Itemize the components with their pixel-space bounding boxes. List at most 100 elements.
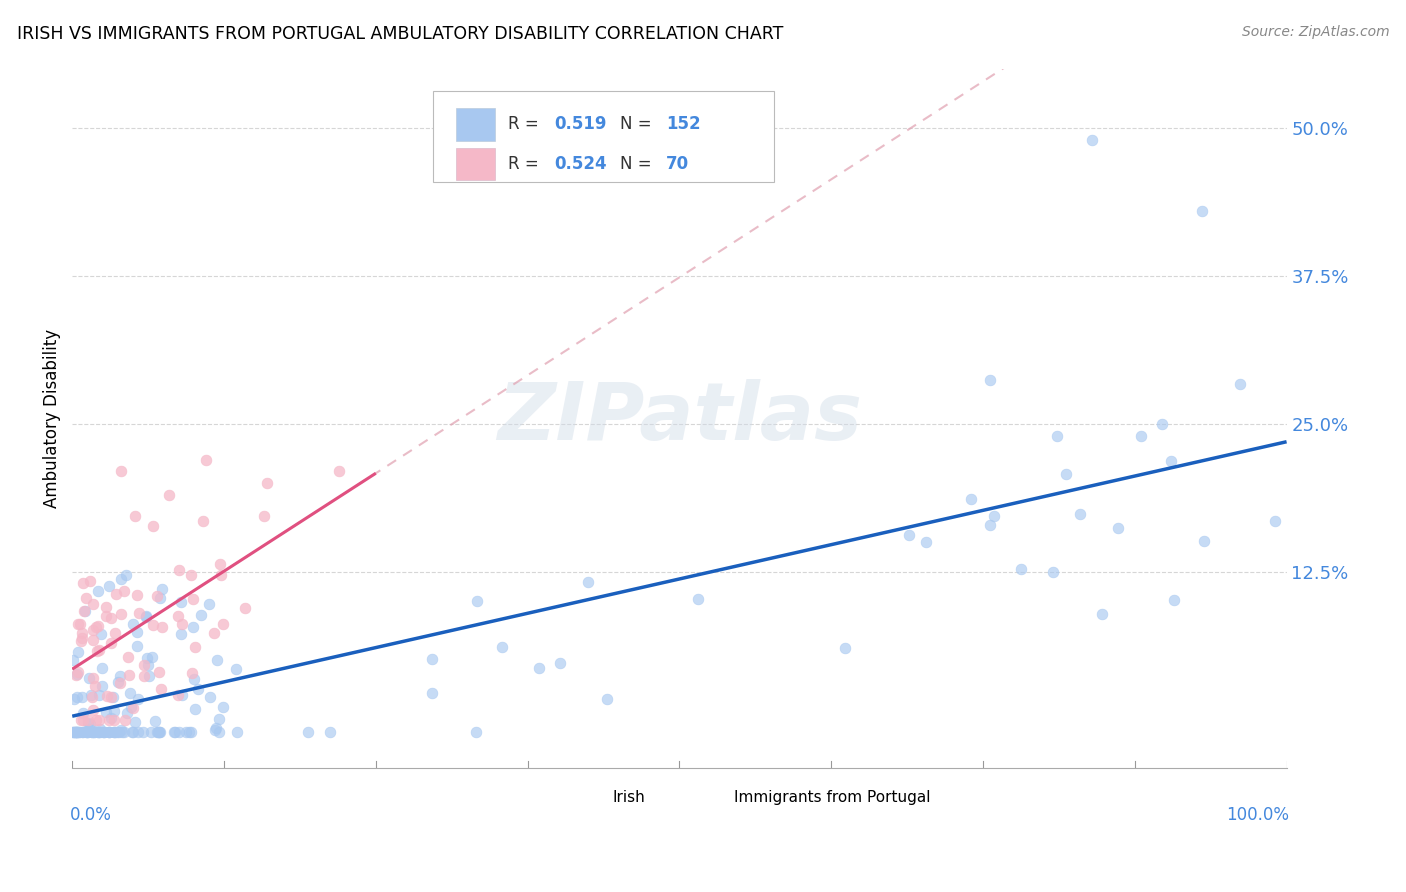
FancyBboxPatch shape: [575, 787, 606, 810]
Point: [75, 591, 97, 605]
Point: [75, 604, 97, 618]
Point: [143, 714, 166, 728]
Point: [77, 671, 100, 685]
Point: [82, 623, 104, 637]
Point: [96, 609, 118, 624]
Point: [180, 567, 202, 582]
Point: [87, 619, 110, 633]
Point: [1129, 428, 1152, 442]
Point: [181, 665, 204, 680]
Point: [208, 712, 231, 726]
Point: [107, 674, 129, 689]
Text: 0.519: 0.519: [554, 115, 607, 134]
Point: [72, 576, 94, 591]
Point: [204, 723, 226, 737]
Text: 70: 70: [666, 155, 689, 173]
Point: [914, 535, 936, 549]
Point: [72, 626, 94, 640]
Point: [103, 690, 125, 705]
Point: [127, 691, 149, 706]
Point: [1081, 133, 1104, 147]
Point: [77, 715, 100, 730]
Point: [72, 706, 94, 720]
Point: [80, 690, 103, 704]
Point: [1229, 376, 1251, 391]
Point: [686, 592, 709, 607]
Point: [167, 609, 190, 624]
Point: [170, 594, 193, 608]
Point: [72, 632, 94, 646]
Point: [79, 688, 101, 702]
Point: [142, 519, 165, 533]
Point: [83, 725, 105, 739]
Point: [79, 574, 101, 589]
Point: [76, 725, 98, 739]
Point: [100, 611, 122, 625]
Text: 100.0%: 100.0%: [1226, 806, 1289, 824]
Point: [1069, 507, 1091, 521]
Point: [73, 604, 96, 618]
Point: [96, 690, 118, 704]
Point: [174, 725, 197, 739]
Point: [1054, 467, 1077, 482]
Point: [83, 679, 105, 693]
Point: [141, 650, 163, 665]
Point: [208, 558, 231, 572]
Point: [87, 725, 110, 739]
Point: [121, 701, 143, 715]
Point: [1042, 565, 1064, 579]
Point: [420, 686, 443, 700]
Point: [149, 725, 172, 739]
Point: [979, 373, 1001, 387]
Point: [91, 679, 114, 693]
Point: [1046, 429, 1069, 443]
Point: [63, 725, 86, 739]
Point: [183, 673, 205, 687]
Text: N =: N =: [620, 155, 657, 173]
Point: [136, 657, 159, 672]
Text: Source: ZipAtlas.com: Source: ZipAtlas.com: [1241, 25, 1389, 39]
Point: [142, 618, 165, 632]
Point: [124, 714, 146, 729]
Point: [198, 690, 221, 705]
Point: [105, 725, 128, 739]
Point: [467, 594, 489, 608]
Point: [96, 600, 118, 615]
Point: [208, 725, 231, 739]
Point: [62, 653, 84, 667]
Point: [111, 725, 134, 739]
Point: [148, 591, 170, 605]
Point: [79, 716, 101, 731]
Text: Immigrants from Portugal: Immigrants from Portugal: [734, 790, 931, 805]
Point: [124, 509, 146, 524]
Point: [141, 725, 163, 739]
Point: [67, 725, 90, 739]
Point: [163, 725, 186, 739]
Point: [76, 725, 98, 739]
Point: [202, 625, 225, 640]
Point: [297, 725, 319, 739]
Point: [198, 597, 221, 611]
Point: [169, 563, 191, 577]
Point: [181, 619, 204, 633]
Point: [180, 725, 202, 739]
Point: [127, 588, 149, 602]
Point: [121, 725, 143, 739]
Point: [148, 725, 170, 739]
Point: [120, 699, 142, 714]
Point: [98, 579, 121, 593]
Point: [148, 725, 170, 739]
Point: [491, 640, 513, 654]
Point: [1152, 417, 1174, 432]
Point: [97, 725, 120, 739]
Point: [253, 508, 276, 523]
Point: [70, 690, 93, 705]
Point: [1163, 593, 1185, 607]
Point: [82, 671, 104, 685]
Point: [82, 725, 104, 739]
Point: [69, 617, 91, 632]
Point: [187, 682, 209, 697]
Point: [1107, 521, 1129, 535]
Point: [226, 725, 249, 739]
Point: [318, 725, 340, 739]
